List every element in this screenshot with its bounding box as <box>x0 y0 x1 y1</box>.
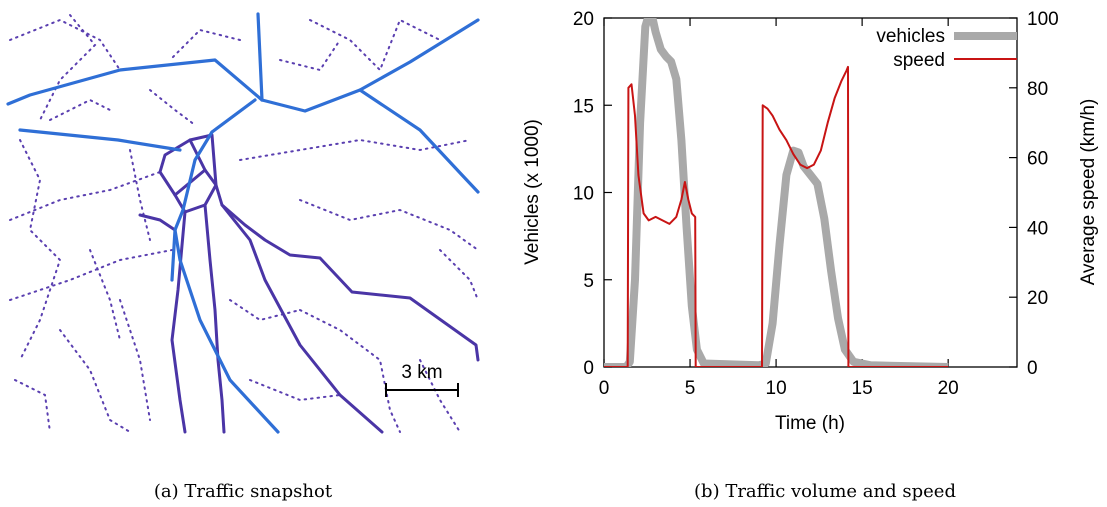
minor-road-segment <box>119 299 151 421</box>
highway-roads <box>6 12 480 434</box>
arterial-segment <box>220 203 384 434</box>
minor-road-segment <box>129 149 151 241</box>
x-axis-label: Time (h) <box>775 413 845 434</box>
minor-road-segment <box>299 309 401 433</box>
minor-roads <box>9 14 479 433</box>
minor-road-segment <box>9 171 161 221</box>
x-axis: 0 5 10 15 20 <box>599 18 959 399</box>
y2-tick-label: 80 <box>1027 79 1048 100</box>
series-line-vehicles <box>604 18 949 367</box>
series-line-speed <box>604 65 949 367</box>
legend-label-speed: speed <box>893 50 945 71</box>
minor-road-segment <box>169 28 241 61</box>
y-tick-label: 5 <box>583 271 594 292</box>
minor-road-segment <box>149 89 196 126</box>
y-axis-left: 0 5 10 15 20 <box>573 9 612 379</box>
minor-road-segment <box>419 359 461 433</box>
legend: vehicles speed <box>876 26 1017 71</box>
minor-road-segment <box>14 379 51 433</box>
y2-tick-label: 0 <box>1027 358 1038 379</box>
x-tick-label: 0 <box>599 378 610 399</box>
y-axis-right: 0 20 40 60 80 100 <box>1009 9 1059 379</box>
minor-road-segment <box>249 379 341 402</box>
minor-road-segment <box>89 249 121 341</box>
highway-segment <box>6 58 264 106</box>
minor-road-segment <box>229 299 301 322</box>
highway-segment <box>210 98 257 134</box>
arterial-roads <box>138 133 480 434</box>
minor-road-segment <box>39 14 97 121</box>
y2-tick-label: 20 <box>1027 288 1048 309</box>
y-tick-label: 20 <box>573 9 594 30</box>
minor-road-segment <box>9 18 121 71</box>
minor-road-segment <box>19 139 62 361</box>
scale-bar: 3 km <box>385 362 459 397</box>
arterial-segment <box>138 213 177 232</box>
arterial-segment <box>203 203 226 434</box>
caption-a: (a) Traffic snapshot <box>154 481 333 502</box>
legend-label-vehicles: vehicles <box>876 26 945 47</box>
minor-road-segment <box>9 249 173 301</box>
x-tick-label: 10 <box>766 378 787 399</box>
minor-road-segment <box>279 39 341 72</box>
minor-road-segment <box>309 18 441 72</box>
scale-bar-label: 3 km <box>401 362 442 383</box>
y-axis-label: Vehicles (x 1000) <box>522 119 543 265</box>
y-tick-label: 15 <box>573 96 594 117</box>
y-tick-label: 10 <box>573 184 594 205</box>
highway-segment <box>256 12 264 102</box>
caption-b: (b) Traffic volume and speed <box>694 481 956 502</box>
x-tick-label: 20 <box>938 378 959 399</box>
y-tick-label: 0 <box>583 358 594 379</box>
x-tick-label: 15 <box>852 378 873 399</box>
y2-tick-label: 100 <box>1027 9 1059 30</box>
minor-road-segment <box>49 98 111 121</box>
plot-frame <box>603 17 1018 368</box>
minor-road-segment <box>59 329 131 433</box>
y2-axis-label: Average speed (km/h) <box>1078 99 1099 286</box>
series-layer <box>604 18 949 367</box>
highway-segment <box>358 88 480 194</box>
highway-segment <box>173 228 280 434</box>
minor-road-segment <box>239 138 471 161</box>
highway-segment <box>181 130 214 212</box>
y2-tick-label: 60 <box>1027 149 1048 170</box>
arterial-segment <box>214 183 480 362</box>
minor-road-segment <box>299 199 479 251</box>
traffic-snapshot-map: 3 km <box>6 12 480 434</box>
x-tick-label: 5 <box>685 378 696 399</box>
highway-segment <box>18 128 182 152</box>
y2-tick-label: 40 <box>1027 218 1048 239</box>
minor-road-segment <box>439 249 479 301</box>
